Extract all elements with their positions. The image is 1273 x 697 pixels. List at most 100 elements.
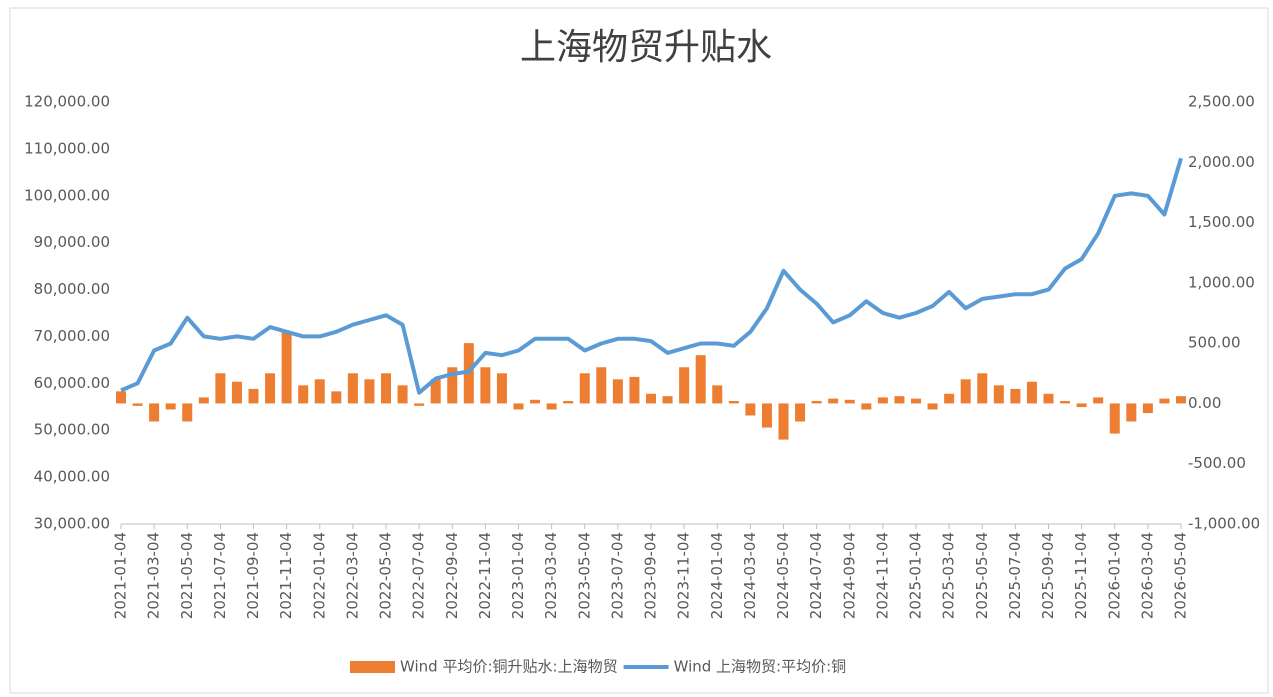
y-tick-label: 90,000.00 — [34, 233, 110, 251]
bar — [960, 379, 971, 404]
x-tick-label: 2021-05-04 — [178, 532, 196, 619]
bar — [911, 398, 921, 404]
x-tick-label: 2023-07-04 — [608, 532, 626, 619]
bar — [993, 385, 1004, 404]
x-tick-label: 2024-05-04 — [774, 532, 792, 619]
bar — [745, 403, 756, 416]
bar — [331, 391, 342, 404]
y2-tick-label: 1,500.00 — [1188, 213, 1255, 231]
bar — [364, 379, 375, 404]
y-tick-label: 70,000.00 — [34, 327, 110, 345]
x-tick-label: 2023-01-04 — [509, 532, 527, 619]
bar — [646, 393, 656, 404]
x-tick-label: 2024-07-04 — [807, 532, 825, 619]
legend-label: Wind 平均价:铜升贴水:上海物贸 — [400, 658, 618, 676]
bar — [182, 403, 193, 422]
bar — [877, 397, 888, 404]
y2-tick-label: 2,000.00 — [1188, 153, 1255, 171]
bar — [1026, 381, 1037, 404]
x-tick-label: 2024-01-04 — [708, 532, 726, 619]
bar — [977, 373, 988, 404]
x-tick-label: 2026-05-04 — [1172, 532, 1190, 619]
x-tick-label: 2024-11-04 — [873, 532, 891, 619]
bar — [1010, 388, 1021, 404]
bar — [844, 399, 855, 404]
bar — [281, 331, 292, 404]
bar — [198, 397, 209, 404]
bar — [480, 367, 491, 404]
bar — [596, 367, 607, 404]
y-tick-label: 50,000.00 — [34, 421, 110, 439]
x-tick-label: 2021-03-04 — [145, 532, 163, 619]
bar — [728, 401, 739, 404]
chart-title: 上海物贸升贴水 — [520, 27, 772, 68]
x-tick-label: 2022-09-04 — [443, 532, 461, 619]
bar — [381, 373, 391, 404]
bar — [215, 373, 226, 404]
bar — [513, 403, 524, 410]
bar — [1043, 393, 1054, 404]
bar — [1126, 403, 1137, 422]
y-tick-label: 40,000.00 — [34, 468, 110, 486]
x-tick-label: 2022-03-04 — [343, 532, 361, 619]
x-tick-label: 2025-09-04 — [1039, 532, 1057, 619]
legend-label: Wind 上海物贸:平均价:铜 — [674, 658, 847, 676]
y-tick-label: 110,000.00 — [24, 139, 110, 157]
bar — [695, 355, 706, 404]
bar — [430, 379, 441, 404]
x-tick-label: 2023-03-04 — [542, 532, 560, 619]
line — [120, 157, 1183, 395]
legend-swatch — [350, 661, 395, 673]
x-tick-label: 2025-03-04 — [940, 532, 958, 619]
y-tick-label: 100,000.00 — [24, 186, 110, 204]
x-tick-label: 2024-03-04 — [741, 532, 759, 619]
bar — [795, 403, 806, 422]
x-tick-label: 2022-07-04 — [410, 532, 428, 619]
y-tick-label: 60,000.00 — [34, 374, 110, 392]
bar — [347, 373, 358, 404]
bar — [1060, 401, 1071, 404]
bar — [248, 388, 259, 404]
y2-tick-label: 1,000.00 — [1188, 273, 1255, 291]
bar — [1176, 396, 1186, 404]
y-tick-label: 120,000.00 — [24, 93, 110, 111]
bar — [629, 376, 640, 404]
x-tick-label: 2026-01-04 — [1105, 532, 1123, 619]
bar — [496, 373, 507, 404]
bar — [149, 403, 160, 422]
x-tick-label: 2025-07-04 — [1006, 532, 1024, 619]
bar — [231, 381, 242, 404]
bar — [530, 399, 541, 404]
bar — [1109, 403, 1120, 434]
bar — [927, 403, 938, 410]
bar — [265, 373, 276, 404]
x-tick-label: 2022-11-04 — [476, 532, 494, 619]
x-tick-label: 2022-05-04 — [377, 532, 395, 619]
bar — [1076, 403, 1087, 408]
bar — [298, 385, 309, 404]
x-tick-label: 2023-11-04 — [675, 532, 693, 619]
bar — [579, 373, 590, 404]
x-tick-label: 2025-11-04 — [1072, 532, 1090, 619]
y2-tick-label: 2,500.00 — [1188, 93, 1255, 111]
bar — [761, 403, 772, 428]
bar — [414, 403, 425, 406]
x-tick-label: 2021-01-04 — [112, 532, 130, 619]
bar — [1159, 398, 1170, 404]
y2-tick-label: 0.00 — [1188, 394, 1221, 412]
x-tick-label: 2024-09-04 — [840, 532, 858, 619]
bar — [828, 398, 839, 404]
y2-tick-label: -500.00 — [1188, 454, 1246, 472]
x-tick-label: 2025-05-04 — [973, 532, 991, 619]
x-tick-label: 2026-03-04 — [1138, 532, 1156, 619]
bar — [314, 379, 325, 404]
x-tick-label: 2023-05-04 — [575, 532, 593, 619]
bar — [546, 403, 557, 410]
bar — [811, 401, 822, 404]
bar — [165, 403, 176, 410]
bar — [1142, 403, 1153, 414]
bar — [894, 396, 905, 404]
x-tick-label: 2023-09-04 — [642, 532, 660, 619]
y2-tick-label: 500.00 — [1188, 334, 1241, 352]
